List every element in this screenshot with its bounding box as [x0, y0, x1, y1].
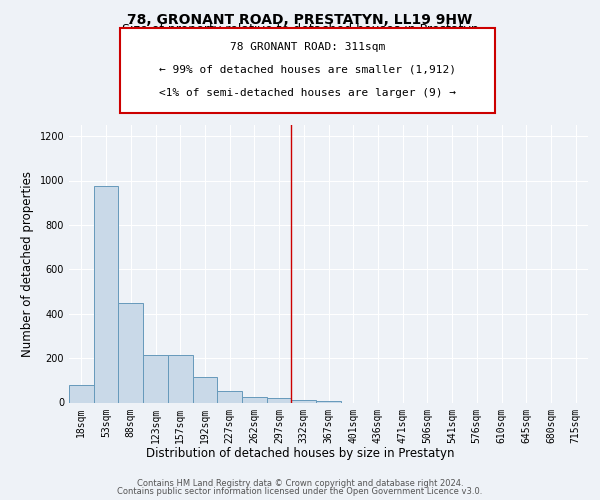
Text: Size of property relative to detached houses in Prestatyn: Size of property relative to detached ho… [122, 24, 478, 36]
Text: ← 99% of detached houses are smaller (1,912): ← 99% of detached houses are smaller (1,… [159, 65, 456, 75]
Text: Contains HM Land Registry data © Crown copyright and database right 2024.: Contains HM Land Registry data © Crown c… [137, 479, 463, 488]
Text: <1% of semi-detached houses are larger (9) →: <1% of semi-detached houses are larger (… [159, 88, 456, 99]
Text: Contains public sector information licensed under the Open Government Licence v3: Contains public sector information licen… [118, 488, 482, 496]
Bar [193, 377, 217, 402]
Bar [267, 398, 292, 402]
Text: 78 GRONANT ROAD: 311sqm: 78 GRONANT ROAD: 311sqm [230, 42, 385, 51]
Bar [168, 355, 193, 403]
Bar [242, 398, 267, 402]
Bar [217, 392, 242, 402]
Y-axis label: Number of detached properties: Number of detached properties [21, 171, 34, 357]
Bar [292, 400, 316, 402]
Text: Distribution of detached houses by size in Prestatyn: Distribution of detached houses by size … [146, 448, 454, 460]
Bar [94, 186, 118, 402]
Bar [69, 384, 94, 402]
Bar [143, 355, 168, 403]
Bar [118, 302, 143, 402]
Text: 78, GRONANT ROAD, PRESTATYN, LL19 9HW: 78, GRONANT ROAD, PRESTATYN, LL19 9HW [127, 12, 473, 26]
